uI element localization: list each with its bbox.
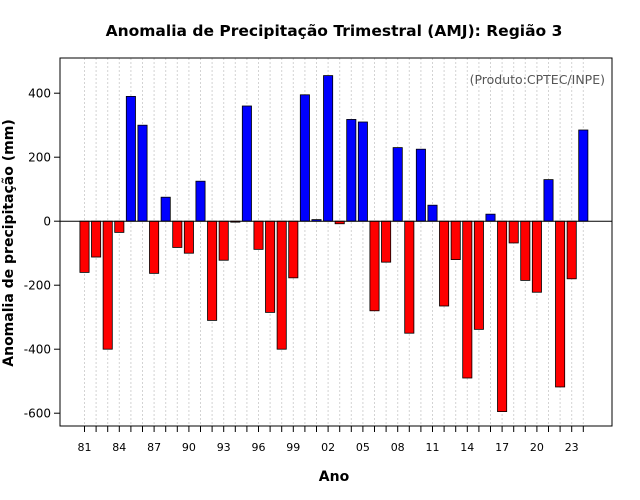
x-tick-label: 93 (217, 441, 231, 454)
bar-2016 (485, 213, 496, 222)
y-axis: -600 -400 -200 0 200 400 (24, 87, 60, 421)
bar-2017 (497, 220, 508, 412)
bar-1987 (149, 220, 160, 274)
credit-label: (Produto:CPTEC/INPE) (470, 72, 605, 87)
bar-1996 (253, 220, 264, 250)
bar-1997 (265, 220, 276, 313)
bar-2004 (346, 119, 357, 222)
bar-2021 (543, 179, 554, 222)
bar-2009 (404, 220, 415, 334)
bar-2005 (357, 121, 368, 222)
bar-2012 (439, 220, 450, 307)
bar-2006 (369, 220, 380, 312)
bar-2013 (450, 220, 461, 260)
bar-2024 (578, 129, 589, 222)
y-tick-label: -600 (24, 407, 51, 421)
x-tick-label: 23 (565, 441, 579, 454)
bar-1981 (79, 220, 90, 273)
y-axis-label: Anomalia de precipitação (mm) (1, 119, 17, 366)
bar-2002 (323, 75, 334, 222)
x-tick-label: 14 (460, 441, 474, 454)
bar-2010 (415, 148, 426, 222)
bar-1985 (125, 96, 136, 222)
chart-title: Anomalia de Precipitação Trimestral (AMJ… (106, 22, 563, 40)
y-tick-label: 400 (28, 87, 51, 101)
bar-1988 (160, 196, 171, 222)
bar-2011 (427, 204, 438, 222)
y-tick-label: -200 (24, 279, 51, 293)
x-tick-label: 99 (286, 441, 300, 454)
bar-series (79, 75, 589, 412)
bar-1992 (207, 220, 218, 321)
bar-1989 (172, 220, 183, 248)
x-axis-label: Ano (319, 469, 350, 485)
bar-2022 (555, 220, 566, 388)
bar-2018 (508, 220, 519, 244)
x-tick-label: 96 (252, 441, 266, 454)
bar-1983 (102, 220, 113, 350)
x-tick-label: 17 (495, 441, 509, 454)
bar-1998 (276, 220, 287, 350)
x-tick-label: 20 (530, 441, 544, 454)
x-tick-label: 05 (356, 441, 370, 454)
x-tick-label: 11 (426, 441, 440, 454)
bar-2023 (566, 220, 577, 280)
x-tick-label: 87 (147, 441, 161, 454)
x-tick-label: 81 (78, 441, 92, 454)
bar-1984 (114, 220, 125, 233)
bar-2019 (520, 220, 531, 281)
x-tick-label: 02 (321, 441, 335, 454)
x-tick-label: 84 (112, 441, 126, 454)
x-tick-label: 90 (182, 441, 196, 454)
bar-2015 (473, 220, 484, 330)
bar-1995 (241, 105, 252, 222)
bar-2020 (531, 220, 542, 293)
plot-frame (59, 57, 613, 427)
bar-1982 (91, 220, 102, 258)
bar-1990 (183, 220, 194, 254)
y-tick-label: -400 (24, 343, 51, 357)
vertical-grid (84, 58, 584, 426)
x-tick-label: 08 (391, 441, 405, 454)
x-axis: 81 84 87 90 93 96 99 02 05 08 11 14 17 20 23 (78, 426, 584, 454)
bar-1993 (218, 220, 229, 261)
y-tick-label: 0 (43, 215, 51, 229)
y-tick-label: 200 (28, 151, 51, 165)
bar-2008 (392, 147, 403, 222)
bar-2007 (381, 220, 392, 263)
bar-1986 (137, 124, 148, 222)
bar-2014 (462, 220, 473, 379)
bar-1991 (195, 180, 206, 222)
bar-2000 (299, 94, 310, 222)
bar-1999 (288, 220, 299, 279)
